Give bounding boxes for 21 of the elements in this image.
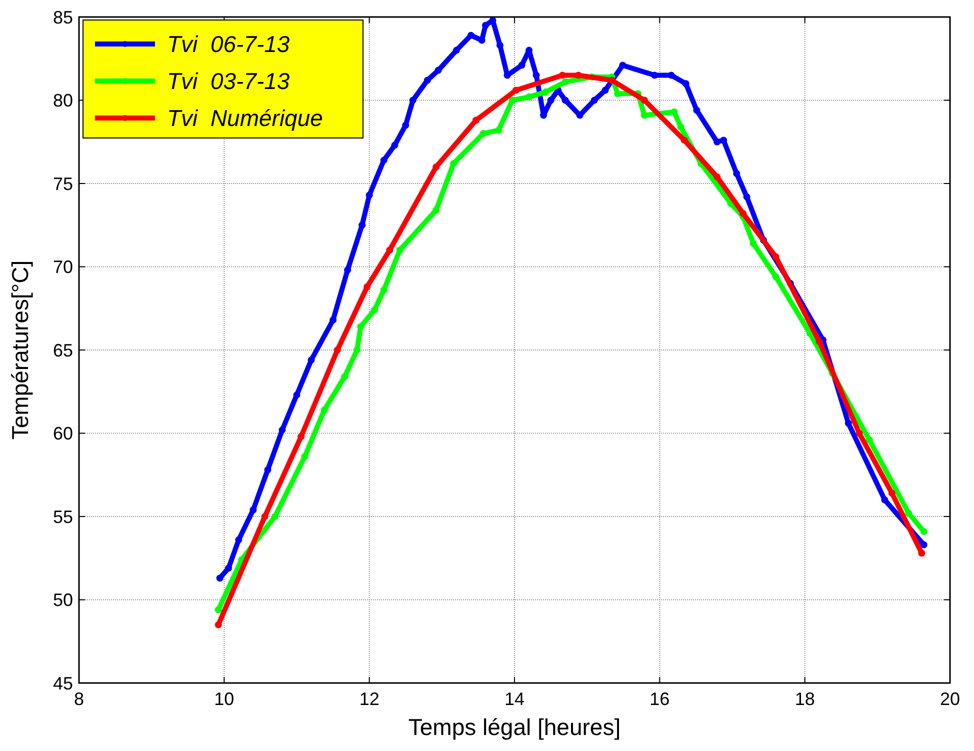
x-tick-label: 14 bbox=[504, 689, 525, 709]
y-tick-label: 80 bbox=[52, 90, 73, 111]
x-tick-label: 18 bbox=[794, 689, 815, 709]
legend-label: Tvi 03-7-13 bbox=[167, 68, 290, 94]
y-tick-label: 85 bbox=[52, 7, 73, 28]
legend-label: Tvi Numérique bbox=[167, 105, 323, 132]
x-axis-title: Temps légal [heures] bbox=[408, 714, 621, 740]
x-tick-label: 16 bbox=[650, 689, 670, 709]
x-tick-label: 8 bbox=[74, 689, 84, 709]
y-tick-label: 75 bbox=[52, 174, 73, 194]
y-tick-label: 45 bbox=[52, 673, 73, 694]
x-tick-label: 10 bbox=[214, 689, 234, 709]
x-tick-label: 12 bbox=[359, 689, 380, 709]
y-tick-label: 50 bbox=[52, 590, 73, 610]
y-tick-label: 70 bbox=[52, 257, 73, 278]
x-tick-label: 20 bbox=[940, 689, 960, 709]
legend-label: Tvi 06-7-13 bbox=[167, 31, 290, 58]
y-axis-title: Températures[°C] bbox=[7, 260, 33, 440]
y-tick-label: 55 bbox=[52, 506, 73, 527]
y-tick-label: 60 bbox=[52, 424, 73, 444]
y-tick-label: 65 bbox=[52, 340, 73, 360]
